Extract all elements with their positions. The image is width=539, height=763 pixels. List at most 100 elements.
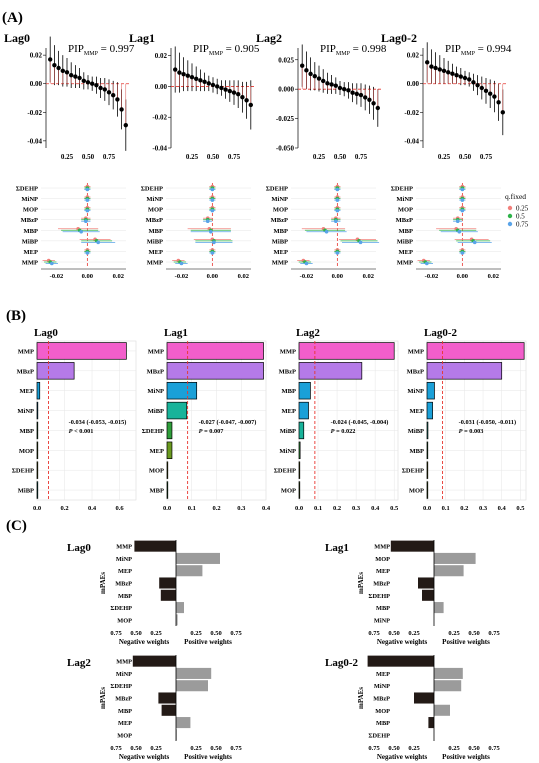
weights-chart-title: Lag2 [67, 657, 91, 669]
category-label: MOP [149, 468, 164, 475]
pip-plot-title: Lag0-2 [381, 31, 417, 45]
data-point [98, 85, 103, 91]
category-label: MiNP [146, 196, 163, 203]
panel-label-a: (A) [2, 10, 23, 26]
y-tick-label: 0.02 [155, 52, 168, 60]
data-point [363, 95, 368, 100]
legend-swatch [507, 205, 513, 211]
data-point [433, 65, 438, 71]
category-label: MiBP [272, 238, 288, 245]
legend-swatch [507, 213, 513, 219]
positive-weight-bar [176, 552, 220, 564]
category-label: ΣDEHP [141, 186, 163, 193]
weight-bar [298, 342, 395, 360]
category-label: MEP [410, 408, 424, 415]
x-tick-label: 0.02 [113, 273, 124, 280]
estimate-point [85, 198, 90, 202]
positive-weight-bar [176, 667, 212, 679]
negative-weight-bar [161, 704, 176, 716]
x-tick-label: 0.4 [371, 505, 380, 512]
data-point [312, 74, 317, 79]
category-label: MiBP [148, 408, 164, 415]
category-label: MOP [375, 556, 390, 563]
category-label: MMP [272, 260, 288, 267]
data-point [181, 71, 186, 77]
x-tick-label: 0.50 [210, 745, 221, 752]
x-tick-label: 0.00 [207, 273, 218, 280]
weight-bar [426, 461, 429, 479]
category-label: ΣDEHP [12, 468, 34, 475]
estimate-point [460, 251, 465, 255]
category-label: MOP [19, 448, 34, 455]
estimate-point [85, 208, 90, 213]
weight-bar [36, 342, 127, 360]
category-label: MBP [24, 228, 38, 235]
weight-bar [426, 362, 503, 380]
data-point [375, 105, 380, 111]
y-axis-title: mPAEs [99, 687, 107, 709]
p-value-label: P = 0.007 [199, 428, 224, 435]
x-tick-label: 0.75 [368, 630, 380, 637]
category-label: MOP [117, 617, 132, 624]
data-point [119, 107, 124, 112]
category-label: MBP [118, 708, 132, 715]
data-point [123, 122, 128, 128]
category-label: MBP [274, 228, 288, 235]
bar-chart-title: Lag0-2 [424, 327, 458, 339]
x-tick-label: -0.02 [50, 273, 64, 280]
forest-plot-area [291, 183, 376, 267]
forest-plot-area [41, 183, 126, 267]
weight-bar [166, 441, 173, 460]
data-point [81, 78, 87, 84]
y-axis-title: mPAEs [357, 572, 365, 594]
category-label: MEP [118, 720, 132, 727]
category-label: MMP [147, 260, 163, 267]
bar-chart-title: Lag1 [164, 327, 188, 339]
negative-weight-bar [422, 589, 434, 601]
x-tick-label: 0.2 [60, 505, 68, 512]
positive-weight-bar [434, 680, 462, 692]
weight-bar [298, 481, 301, 499]
category-label: MiBP [18, 488, 34, 495]
category-label: MiNP [396, 196, 413, 203]
weight-bar [298, 381, 311, 400]
x-tick-label: 0.2 [333, 505, 341, 512]
category-label: ΣDEHP [16, 186, 38, 193]
negative-weights-label: Negative weights [119, 753, 170, 761]
category-label: MEP [282, 408, 296, 415]
x-tick-label: 0.25 [448, 745, 460, 752]
estimate-point [334, 219, 338, 224]
x-tick-label: 0.4 [88, 505, 97, 512]
positive-weight-bar [176, 680, 208, 692]
category-label: MBP [410, 448, 424, 455]
x-tick-label: 0.6 [115, 505, 124, 512]
category-label: MiNP [271, 196, 288, 203]
category-label: MBP [150, 488, 164, 495]
category-label: MOP [409, 488, 424, 495]
y-tick-label: -0.04 [404, 137, 419, 145]
weight-bar [36, 381, 41, 400]
weight-bar [166, 381, 198, 400]
category-label: MBP [399, 228, 413, 235]
category-label: MBP [376, 605, 390, 612]
effect-estimate-label: -0.027 (-0.047, -0.007) [199, 419, 257, 426]
x-tick-label: 0.75 [368, 745, 380, 752]
negative-weight-bar [418, 577, 434, 589]
weight-bar [36, 421, 39, 440]
y-tick-label: -0.02 [152, 114, 167, 122]
data-point [316, 76, 322, 81]
positive-weight-bar [434, 602, 444, 614]
p-value-label: P = 0.022 [331, 428, 356, 435]
weight-bar [166, 481, 169, 499]
data-point [300, 63, 305, 68]
category-label: ΣDEHP [368, 732, 390, 739]
estimate-point [210, 198, 215, 202]
x-tick-label: -0.02 [425, 273, 439, 280]
negative-weight-bar [367, 655, 434, 667]
pip-label: PIPMMP = 0.994 [445, 43, 512, 57]
category-label: MEP [149, 249, 163, 256]
x-tick-label: -0.02 [175, 273, 189, 280]
data-point [304, 68, 309, 73]
weight-bar [166, 362, 264, 380]
category-label: MEP [376, 568, 390, 575]
